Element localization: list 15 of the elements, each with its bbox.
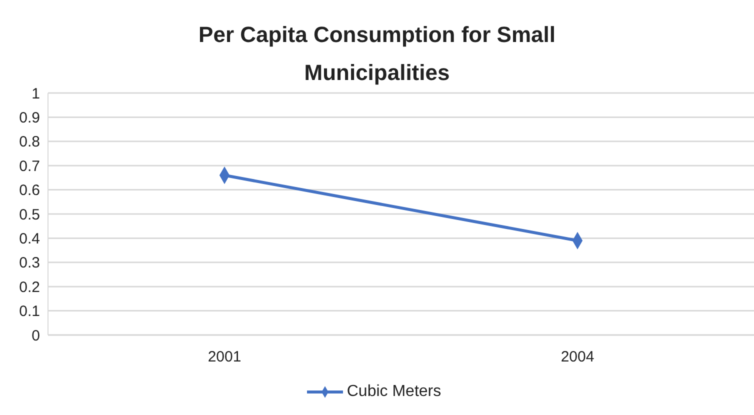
x-tick-label: 2001 — [208, 348, 242, 366]
x-tick-label: 2004 — [560, 348, 594, 366]
y-tick-label: 0.3 — [19, 254, 40, 272]
y-tick-label: 0.5 — [19, 206, 40, 224]
y-tick-label: 0.6 — [19, 182, 40, 200]
y-tick-label: 0.2 — [19, 278, 40, 296]
y-tick-label: 0.7 — [19, 158, 40, 175]
y-tick-label: 0 — [32, 327, 40, 344]
y-tick-label: 0.9 — [19, 110, 40, 127]
y-tick-label: 1 — [32, 85, 40, 102]
y-tick-label: 0.1 — [19, 303, 40, 320]
y-tick-label: 0.8 — [19, 134, 40, 151]
legend-label: Cubic Meters — [346, 383, 442, 401]
y-tick-label: 0.4 — [19, 230, 40, 248]
chart-title: Per Capita Consumption for Small Municipalities — [198, 21, 556, 87]
